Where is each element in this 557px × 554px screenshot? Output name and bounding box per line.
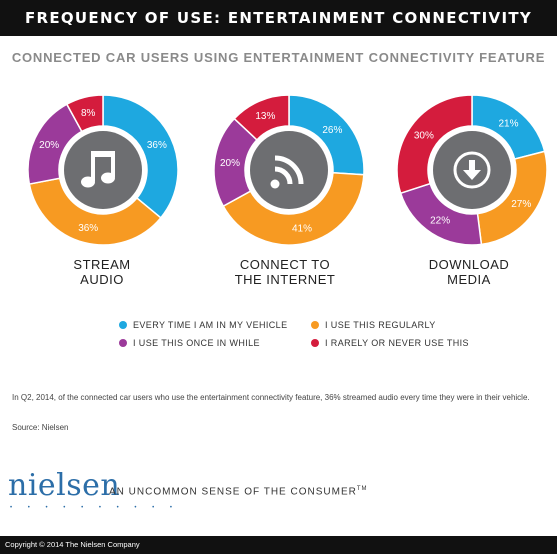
donut-label-stream-audio: STREAM AUDIO (22, 257, 182, 287)
donut-slice (28, 177, 162, 246)
slice-value-label: 41% (292, 224, 312, 235)
legend-item-once-in-while: I USE THIS ONCE IN WHILE (119, 338, 260, 348)
legend-label: I RARELY OR NEVER USE THIS (325, 338, 469, 348)
slice-value-label: 30% (414, 131, 434, 142)
donut-label-connect-internet: CONNECT TO THE INTERNET (205, 257, 365, 287)
legend-label: I USE THIS REGULARLY (325, 320, 436, 330)
slice-value-label: 36% (147, 140, 167, 151)
download-shaft (469, 160, 475, 171)
source-text: Source: Nielsen (12, 423, 69, 432)
page-header: FREQUENCY OF USE: ENTERTAINMENT CONNECTI… (0, 0, 557, 63)
note-stem (91, 151, 95, 181)
donut-label-line1: STREAM (73, 257, 131, 272)
slice-value-label: 13% (255, 111, 275, 122)
rss-feed-icon (270, 155, 304, 189)
download-icon (453, 151, 491, 189)
donut-slice (65, 94, 104, 133)
donut-label-line1: CONNECT TO (239, 257, 331, 272)
trademark-mark: TM (356, 486, 368, 492)
legend-swatch (311, 339, 319, 347)
note-stem (111, 151, 115, 177)
tagline: AN UNCOMMON SENSE OF THE CONSUMERTM (109, 486, 368, 497)
legend-swatch (119, 339, 127, 347)
legend-item-regularly: I USE THIS REGULARLY (311, 320, 436, 330)
note-beam (91, 151, 115, 157)
music-note-icon (81, 151, 115, 188)
donut-slice (233, 94, 290, 141)
chart-subtitle: CONNECTED CAR USERS USING ENTERTAINMENT … (11, 50, 546, 65)
donut-label-download-media: DOWNLOAD MEDIA (389, 257, 549, 287)
donut-label-line2: AUDIO (80, 272, 124, 287)
donut-label-line2: THE INTERNET (234, 272, 336, 287)
note-head (101, 172, 115, 184)
nielsen-logo: nielsen (8, 468, 121, 503)
donut-center (250, 131, 328, 209)
download-arrowhead (463, 170, 481, 180)
feed-arc (274, 155, 304, 185)
tagline-text: AN UNCOMMON SENSE OF THE CONSUMER (109, 486, 357, 498)
slice-value-label: 26% (322, 125, 342, 136)
legend-label: EVERY TIME I AM IN MY VEHICLE (133, 320, 288, 330)
feed-dot (270, 179, 280, 189)
download-ring (453, 151, 491, 189)
slice-value-label: 36% (78, 223, 98, 234)
donut-label-line2: MEDIA (447, 272, 491, 287)
donut-center (64, 131, 142, 209)
legend-label: I USE THIS ONCE IN WHILE (133, 338, 260, 348)
donut-slice (222, 171, 365, 246)
slice-value-label: 20% (39, 140, 59, 151)
slice-value-label: 20% (220, 158, 240, 169)
legend-swatch (119, 321, 127, 329)
legend-item-rarely: I RARELY OR NEVER USE THIS (311, 338, 469, 348)
feed-arc (274, 166, 293, 185)
donut-label-line1: DOWNLOAD (428, 257, 510, 272)
copyright-footer: Copyright © 2014 The Nielsen Company (0, 536, 557, 554)
donut-charts: 36% 36% 20% 8% 26% 41% 20% 13% 21% 27% 22% 30% (27, 94, 548, 246)
donut-slice (396, 94, 473, 195)
legend-item-every-time: EVERY TIME I AM IN MY VEHICLE (119, 320, 287, 330)
logo-dots: • • • • • • • • • • (10, 505, 180, 511)
slice-value-label: 8% (81, 108, 96, 119)
note-head (81, 176, 95, 188)
footnote-text: In Q2, 2014, of the connected car users … (12, 393, 530, 402)
slice-value-label: 21% (498, 118, 518, 129)
slice-value-label: 27% (511, 199, 531, 210)
slice-value-label: 22% (430, 216, 450, 227)
page-title: FREQUENCY OF USE: ENTERTAINMENT CONNECTI… (24, 9, 533, 63)
legend-swatch (311, 321, 319, 329)
donut-slice (102, 94, 179, 219)
